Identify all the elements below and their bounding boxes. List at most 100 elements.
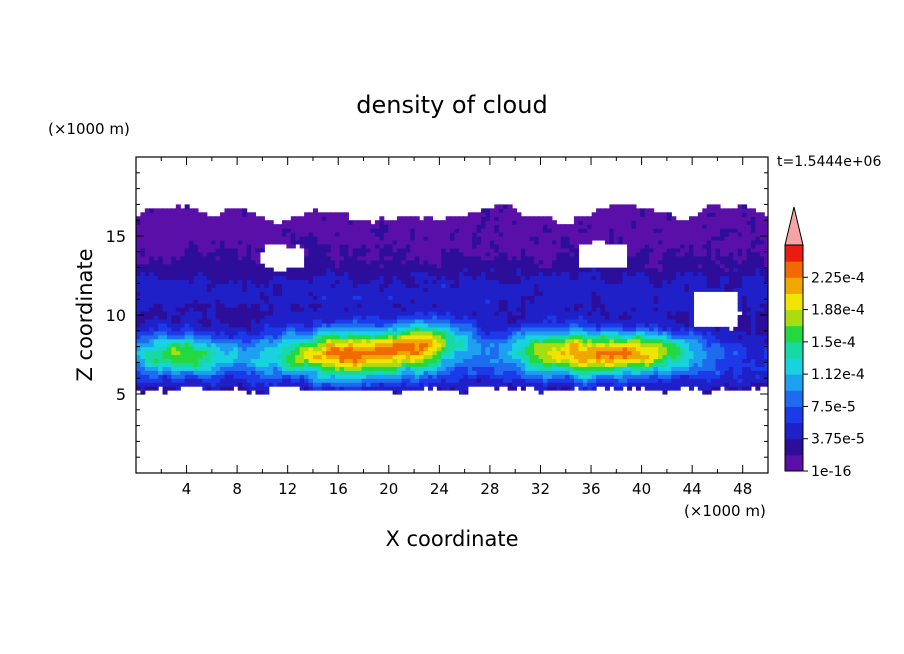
density-cell: [215, 338, 221, 344]
density-cell: [560, 374, 566, 379]
density-cell: [246, 299, 252, 304]
density-cell: [556, 275, 562, 281]
density-cell: [503, 362, 509, 367]
density-cell: [666, 334, 672, 340]
density-cell: [631, 362, 637, 367]
density-cell: [171, 263, 177, 269]
density-cell: [401, 334, 407, 340]
density-cell: [658, 311, 664, 316]
density-cell: [158, 255, 164, 261]
density-cell: [374, 251, 380, 257]
density-cell: [622, 291, 628, 296]
density-cell: [251, 382, 257, 387]
density-cell: [671, 311, 677, 316]
density-cell: [697, 287, 703, 292]
density-cell: [755, 279, 761, 284]
density-cell: [206, 386, 212, 391]
density-cell: [534, 318, 540, 324]
density-cell: [489, 267, 495, 273]
density-cell: [379, 346, 385, 352]
density-cell: [525, 315, 531, 320]
density-cell: [264, 382, 270, 387]
density-cell: [737, 287, 743, 292]
density-cell: [498, 318, 504, 324]
density-cell: [206, 315, 212, 320]
density-cell: [658, 279, 664, 284]
density-cell: [281, 322, 288, 328]
density-cell: [136, 303, 142, 308]
density-cell: [211, 318, 217, 324]
density-cell: [569, 271, 575, 277]
density-cell: [573, 295, 579, 300]
density-cell: [366, 318, 372, 324]
density-cell: [560, 255, 566, 261]
density-cell: [587, 287, 593, 292]
density-cell: [445, 303, 451, 308]
density-cell: [374, 354, 380, 360]
density-cell: [224, 267, 230, 273]
density-cell: [507, 303, 513, 308]
density-cell: [476, 303, 482, 308]
density-cell: [600, 370, 606, 375]
density-cell: [543, 354, 549, 360]
density-cell: [609, 346, 615, 352]
density-cell: [290, 279, 296, 284]
density-cell: [618, 330, 624, 336]
density-cell: [295, 287, 301, 292]
density-cell: [330, 370, 336, 375]
density-cell: [454, 318, 460, 324]
density-cell: [339, 350, 345, 356]
density-cell: [627, 247, 633, 253]
density-cell: [383, 267, 389, 273]
density-cell: [450, 370, 456, 375]
density-cell: [454, 370, 460, 375]
density-cell: [136, 370, 142, 375]
density-cell: [494, 330, 500, 336]
density-cell: [547, 358, 553, 363]
density-cell: [392, 326, 398, 332]
density-cell: [662, 370, 668, 375]
density-cell: [498, 299, 504, 304]
density-cell: [361, 267, 367, 273]
density-cell: [237, 251, 243, 257]
density-cell: [171, 378, 177, 383]
density-cell: [343, 307, 349, 312]
density-cell: [587, 386, 593, 391]
density-cell: [335, 247, 341, 253]
density-cell: [370, 326, 376, 332]
density-cell: [463, 311, 469, 316]
density-cell: [467, 243, 473, 249]
density-cell: [299, 271, 305, 277]
density-cell: [149, 370, 155, 375]
density-cell: [277, 299, 283, 304]
density-cell: [728, 338, 734, 344]
density-cell: [746, 382, 752, 387]
density-cell: [273, 295, 279, 300]
density-cell: [467, 354, 473, 360]
density-cell: [397, 311, 403, 316]
density-cell: [348, 358, 354, 363]
density-cell: [503, 334, 509, 340]
density-cell: [675, 334, 681, 340]
density-cell: [366, 263, 372, 269]
density-cell: [158, 299, 164, 304]
density-cell: [427, 247, 433, 253]
density-cell: [277, 354, 283, 360]
density-cell: [764, 255, 768, 261]
density-cell: [653, 291, 659, 296]
density-cell: [454, 279, 460, 284]
density-cell: [529, 370, 535, 375]
density-cell: [246, 271, 252, 277]
density-cell: [538, 275, 544, 281]
density-cell: [737, 326, 743, 332]
density-cell: [742, 370, 748, 375]
density-cell: [193, 243, 199, 249]
density-cell: [419, 271, 425, 277]
density-cell: [149, 378, 155, 383]
chart-title: density of cloud: [356, 91, 547, 119]
density-cell: [251, 263, 257, 269]
density-cell: [153, 275, 159, 281]
density-cell: [697, 247, 703, 253]
density-cell: [450, 326, 456, 332]
density-cell: [383, 251, 389, 257]
